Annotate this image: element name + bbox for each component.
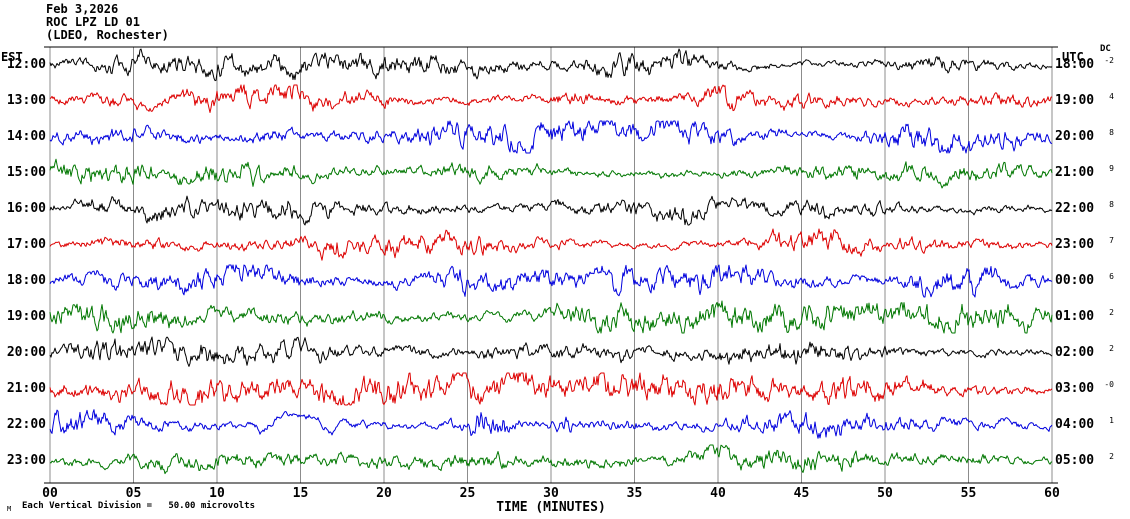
est-time-label: 20:00 — [6, 345, 46, 360]
header-date: Feb 3,2026 — [46, 2, 119, 16]
est-time-label: 12:00 — [6, 57, 46, 72]
est-time-label: 16:00 — [6, 201, 46, 216]
dc-offset-value: 2 — [1109, 452, 1114, 461]
dc-offset-value: 9 — [1109, 164, 1114, 173]
x-tick-label: 10 — [209, 486, 225, 501]
seismogram-trace — [49, 264, 1053, 298]
dc-offset-value: 2 — [1109, 344, 1114, 353]
seismogram-trace — [49, 444, 1053, 475]
utc-time-label: 21:00 — [1055, 165, 1095, 180]
x-tick-label: 55 — [960, 486, 977, 501]
est-time-label: 15:00 — [6, 165, 46, 180]
utc-time-label: 03:00 — [1055, 381, 1095, 396]
x-tick-label: 15 — [292, 486, 309, 501]
dc-offset-value: 7 — [1109, 236, 1114, 245]
seismogram-trace — [49, 195, 1053, 226]
dc-offset-value: -2 — [1104, 56, 1114, 65]
dc-offset-value: 2 — [1109, 308, 1114, 317]
utc-time-label: 05:00 — [1055, 453, 1095, 468]
x-tick-label: 20 — [376, 486, 392, 501]
seismogram-trace — [49, 228, 1053, 261]
x-tick-label: 50 — [877, 486, 893, 501]
x-tick-label: 00 — [42, 486, 58, 501]
utc-time-label: 01:00 — [1055, 309, 1095, 324]
scale-glyph: M — [7, 505, 12, 513]
x-tick-label: 25 — [459, 486, 476, 501]
x-tick-label: 30 — [543, 486, 559, 501]
x-tick-label: 60 — [1044, 486, 1060, 501]
utc-time-label: 19:00 — [1055, 93, 1095, 108]
est-time-label: 23:00 — [6, 453, 46, 468]
dc-offset-value: 8 — [1109, 200, 1114, 209]
utc-time-label: 04:00 — [1055, 417, 1095, 432]
utc-time-label: 23:00 — [1055, 237, 1095, 252]
utc-time-label: 02:00 — [1055, 345, 1095, 360]
x-tick-label: 05 — [125, 486, 142, 501]
seismogram-trace — [49, 84, 1053, 113]
dc-offset-value: -0 — [1104, 380, 1114, 389]
seismogram-trace — [49, 336, 1053, 367]
utc-time-label: 00:00 — [1055, 273, 1095, 288]
seismogram-trace — [49, 120, 1053, 154]
est-time-label: 22:00 — [6, 417, 46, 432]
scale-value-text: 50.00 microvolts — [168, 501, 256, 511]
est-time-label: 21:00 — [6, 381, 46, 396]
dc-column-label: DC — [1100, 44, 1111, 54]
header-location: (LDEO, Rochester) — [46, 28, 169, 42]
utc-time-label: 22:00 — [1055, 201, 1095, 216]
dc-offset-value: 1 — [1109, 416, 1114, 425]
est-time-label: 14:00 — [6, 129, 46, 144]
seismogram-trace — [49, 409, 1053, 439]
seismogram-trace — [49, 158, 1053, 189]
seismogram-trace — [49, 372, 1053, 406]
est-time-label: 13:00 — [6, 93, 46, 108]
scale-note: Each Vertical Division = 50.00 microvolt… — [22, 501, 255, 511]
dc-offset-value: 4 — [1109, 92, 1114, 101]
est-time-label: 19:00 — [6, 309, 46, 324]
est-time-label: 18:00 — [6, 273, 46, 288]
scale-note-text: Each Vertical Division = — [22, 501, 153, 511]
x-tick-label: 40 — [710, 486, 726, 501]
utc-time-label: 20:00 — [1055, 129, 1095, 144]
seismogram-trace — [49, 300, 1053, 334]
left-timezone-label: EST — [1, 50, 23, 64]
x-tick-label: 45 — [793, 486, 810, 501]
x-axis-title: TIME (MINUTES) — [496, 500, 606, 515]
dc-offset-value: 8 — [1109, 128, 1114, 137]
est-time-label: 17:00 — [6, 237, 46, 252]
right-timezone-label: UTC — [1062, 50, 1084, 64]
utc-time-label: 18:00 — [1055, 57, 1095, 72]
header-station: ROC LPZ LD 01 — [46, 15, 140, 29]
x-tick-label: 35 — [626, 486, 643, 501]
seismogram-trace — [49, 48, 1053, 82]
dc-offset-value: 6 — [1109, 272, 1114, 281]
